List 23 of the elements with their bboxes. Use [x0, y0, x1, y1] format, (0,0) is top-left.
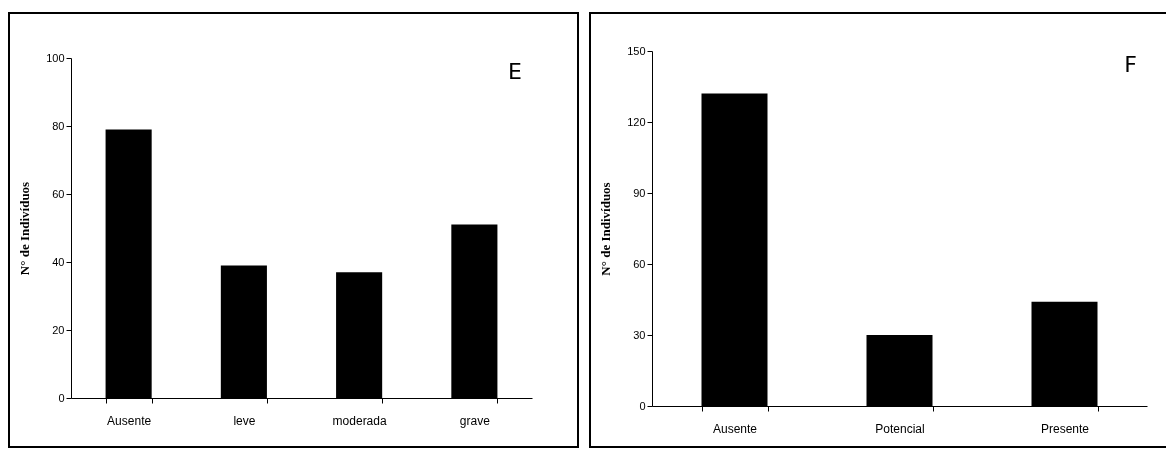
x-tick-label: Presente — [1040, 421, 1090, 436]
y-tick-label: 120 — [627, 115, 646, 128]
y-tick-label: 40 — [52, 255, 65, 268]
annotation: F — [1124, 52, 1137, 77]
y-axis-title: N° de Indivíduos — [598, 182, 614, 276]
y-tick-label: 0 — [58, 391, 65, 404]
x-tick-label: leve — [233, 413, 256, 428]
x-tick-label: Ausente — [712, 421, 758, 436]
y-tick-label: 90 — [633, 186, 646, 199]
y-tick-label: 20 — [52, 323, 65, 336]
y-tick-label: 30 — [633, 328, 646, 341]
y-axis-title: N° de Indivíduos — [17, 181, 33, 276]
y-tick-label: 0 — [639, 399, 646, 412]
x-tick-label: moderada — [332, 413, 387, 428]
y-tick-label: 150 — [627, 44, 646, 57]
annotation: E — [508, 59, 522, 84]
x-tick-label: grave — [459, 413, 491, 428]
y-tick-label: 80 — [52, 119, 65, 132]
y-tick-label: 60 — [52, 187, 65, 200]
y-tick-label: 100 — [46, 51, 65, 64]
y-tick-label: 60 — [633, 257, 646, 270]
x-tick-label: Ausente — [107, 413, 152, 428]
x-tick-label: Potencial — [875, 421, 925, 436]
